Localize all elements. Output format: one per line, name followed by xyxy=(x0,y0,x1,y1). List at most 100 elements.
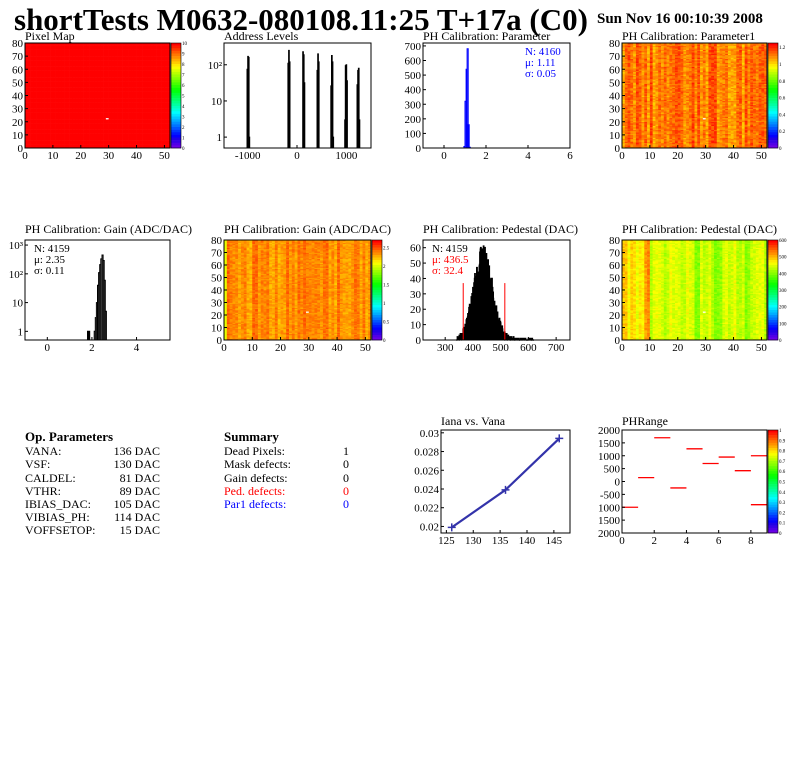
heatmap-cell xyxy=(147,113,151,116)
heatmap-cell xyxy=(130,58,135,61)
heatmap-cell xyxy=(72,144,76,146)
heatmap-cell xyxy=(83,65,87,67)
heatmap-cell xyxy=(75,134,79,137)
heatmap-cell xyxy=(89,73,93,75)
heatmap-cell xyxy=(86,67,90,70)
heatmap-cell xyxy=(27,119,31,121)
heatmap-cell xyxy=(128,53,132,56)
heatmap-cell xyxy=(111,129,115,132)
heatmap-cell xyxy=(164,138,168,141)
heatmap-cell xyxy=(89,64,93,66)
heatmap-cell xyxy=(156,70,160,73)
heatmap-cell xyxy=(150,109,154,112)
heatmap-cell xyxy=(128,81,132,83)
heatmap-cell xyxy=(89,128,93,130)
heatmap-cell xyxy=(136,71,140,74)
heatmap-cell xyxy=(103,124,107,126)
heatmap-cell xyxy=(55,83,59,86)
heatmap-cell xyxy=(61,98,65,100)
heatmap-cell xyxy=(108,103,112,105)
heatmap-cell xyxy=(58,133,62,136)
heatmap-cell xyxy=(139,78,143,81)
heatmap-cell xyxy=(36,66,40,69)
heatmap-cell xyxy=(33,138,37,141)
heatmap-cell xyxy=(58,50,62,53)
heatmap-cell xyxy=(105,117,109,120)
heatmap-cell xyxy=(83,60,87,62)
heatmap-cell xyxy=(122,53,126,56)
heatmap-cell xyxy=(142,60,146,62)
heatmap-cell xyxy=(136,77,140,79)
heatmap-cell xyxy=(108,58,112,61)
heatmap-cell xyxy=(66,95,70,98)
heatmap-cell xyxy=(61,144,65,146)
heatmap-cell xyxy=(33,49,37,52)
heatmap-cell xyxy=(136,103,140,105)
heatmap-cell xyxy=(100,140,104,142)
heatmap-cell xyxy=(130,108,135,111)
heatmap-cell xyxy=(150,74,154,77)
heatmap-cell xyxy=(30,44,34,46)
heatmap-cell xyxy=(61,61,65,63)
palette-cell xyxy=(171,137,181,141)
heatmap-cell xyxy=(27,54,31,57)
heatmap-cell xyxy=(80,45,84,48)
heatmap-cell xyxy=(50,106,54,108)
heatmap-cell xyxy=(50,115,54,117)
heatmap-cell xyxy=(75,144,79,146)
heatmap-cell xyxy=(33,74,37,77)
heatmap-cell xyxy=(97,102,101,104)
heatmap-cell xyxy=(25,94,29,96)
heatmap-cell xyxy=(144,138,148,141)
heatmap-cell xyxy=(44,67,48,70)
heatmap-cell xyxy=(133,117,137,120)
heatmap-cell xyxy=(64,140,68,142)
heatmap-cell xyxy=(77,61,82,63)
heatmap-cell xyxy=(41,66,45,69)
heatmap-cell xyxy=(161,133,165,136)
heatmap-cell xyxy=(128,144,132,146)
heatmap-cell xyxy=(75,91,79,94)
heatmap-cell xyxy=(50,141,54,144)
heatmap-cell xyxy=(167,145,171,147)
heatmap-cell xyxy=(47,60,51,62)
heatmap-cell xyxy=(147,144,151,146)
heatmap-cell xyxy=(108,83,112,86)
heatmap-cell xyxy=(69,116,73,119)
heatmap-cell xyxy=(58,78,62,81)
heatmap-cell xyxy=(36,104,40,107)
heatmap-cell xyxy=(114,113,118,116)
heatmap-cell xyxy=(66,78,70,81)
heatmap-cell xyxy=(80,116,84,119)
heatmap-cell xyxy=(111,119,115,121)
heatmap-cell xyxy=(147,52,151,54)
heatmap-cell xyxy=(158,61,162,63)
heatmap-cell xyxy=(66,145,70,147)
heatmap-cell xyxy=(80,61,84,63)
heatmap-cell xyxy=(66,57,70,60)
heatmap-cell xyxy=(142,49,146,52)
heatmap-cell xyxy=(161,104,165,107)
heatmap-cell xyxy=(100,45,104,48)
heatmap-cell xyxy=(119,113,123,116)
heatmap-cell xyxy=(142,69,146,71)
heatmap-cell xyxy=(139,85,143,87)
heatmap-cell xyxy=(30,90,34,92)
heatmap-cell xyxy=(52,70,56,73)
heatmap-cell xyxy=(125,136,129,138)
heatmap-cell xyxy=(111,98,115,100)
heatmap-cell xyxy=(30,132,34,134)
heatmap-cell xyxy=(119,117,123,120)
heatmap-cell xyxy=(97,142,101,145)
palette-cell xyxy=(171,121,181,125)
heatmap-cell xyxy=(64,95,68,98)
heatmap-cell xyxy=(66,45,70,48)
heatmap-cell xyxy=(142,85,146,87)
heatmap-cell xyxy=(125,45,129,48)
heatmap-cell xyxy=(80,140,84,142)
heatmap-cell xyxy=(80,94,84,96)
heatmap-cell xyxy=(77,49,82,52)
heatmap-cell xyxy=(44,129,48,132)
heatmap-cell xyxy=(66,96,70,99)
heatmap-cell xyxy=(75,133,79,136)
